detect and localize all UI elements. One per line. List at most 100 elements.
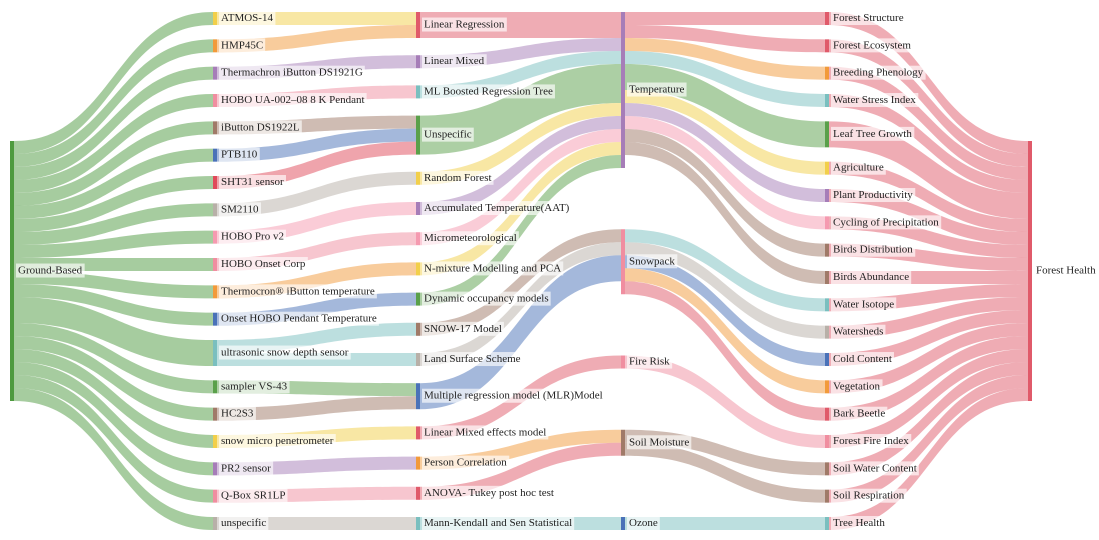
node-label: Water Isotope [833,298,894,310]
link [829,375,1028,503]
node-label: Forest Fire Index [833,435,909,447]
label-background [831,516,888,531]
label-background [831,461,919,476]
node-label: Soil Respiration [833,490,905,502]
node-label: Forest Structure [833,12,904,24]
node-label: PR2 sensor [221,462,271,474]
label-background [627,254,678,269]
node-label: ATMOS-14 [221,12,273,24]
label-background [422,261,564,276]
node [621,517,625,530]
label-background [831,188,916,203]
node-label: snow micro penetrometer [221,435,334,447]
node-label: Multiple regression model (MLR)Model [424,390,603,402]
label-background [219,345,351,360]
node [213,435,217,448]
node [213,489,217,503]
node-label: iButton DS1922L [221,121,300,133]
link [14,121,213,206]
link [14,176,213,232]
link [420,129,621,246]
label-background [219,379,290,394]
node [213,94,217,107]
label-background [831,215,942,230]
node-label: N-mixture Modelling and PCA [424,262,561,274]
node-label: Vegetation [833,380,881,392]
node-label: Ground-Based [18,265,83,277]
node-label: unspecific [221,517,266,529]
node [825,121,829,148]
node-label: Q-Box SR1LP [221,490,286,502]
node [825,161,829,175]
label-background [831,406,888,421]
link [14,12,213,154]
label-background [422,321,504,336]
link [14,362,213,476]
label-background [219,434,336,449]
node-label: HOBO Onset Corp [221,258,306,270]
link [14,66,213,180]
link [14,284,213,326]
label-background [831,160,886,175]
node-label: Linear Regression [424,19,505,31]
label-background [219,311,379,326]
node [416,353,420,366]
node [213,176,217,189]
node [825,435,829,448]
label-background [219,257,308,272]
label-background [219,93,367,108]
node [10,141,14,401]
label-background [831,93,919,108]
link [14,297,213,366]
node-label: ultrasonic snow depth sensor [221,347,349,359]
node [213,285,217,299]
link [14,388,213,530]
node [416,115,420,155]
node [213,230,217,244]
link [829,349,1028,448]
link [420,229,621,336]
node-label: Birds Distribution [833,244,913,256]
node [621,229,625,295]
label-background [422,485,556,500]
node-label: ANOVA- Tukey post hoc test [424,487,554,499]
node-label: Cycling of Precipitation [833,216,939,228]
label-background [422,127,474,142]
label-background [422,170,494,185]
label-background [219,11,276,26]
node-label: Forest Health [1036,265,1096,277]
link [420,255,621,410]
link [625,38,825,80]
label-background [831,434,912,449]
node [621,429,625,456]
label-background [422,84,555,99]
label-background [219,175,286,190]
node [213,258,217,271]
link [14,203,213,245]
node [621,12,625,168]
node [825,325,829,339]
node [416,262,420,276]
label-background [627,82,687,97]
node [213,340,217,366]
link [829,323,1028,394]
label-background [831,379,883,394]
node-label: Soil Water Content [833,462,917,474]
link [217,396,416,421]
link [625,103,825,202]
link [829,161,1028,232]
label-background [219,65,365,80]
node-label: Water Stress Index [833,94,916,106]
node [825,462,829,476]
node [213,407,217,421]
node [825,353,829,366]
node-label: SM2110 [221,203,259,215]
node [825,489,829,503]
node-label: Random Forest [424,172,492,184]
label-background [627,516,660,531]
link [14,94,213,193]
label-background [422,352,523,367]
link [420,442,621,500]
link [625,355,825,448]
link [14,349,213,448]
